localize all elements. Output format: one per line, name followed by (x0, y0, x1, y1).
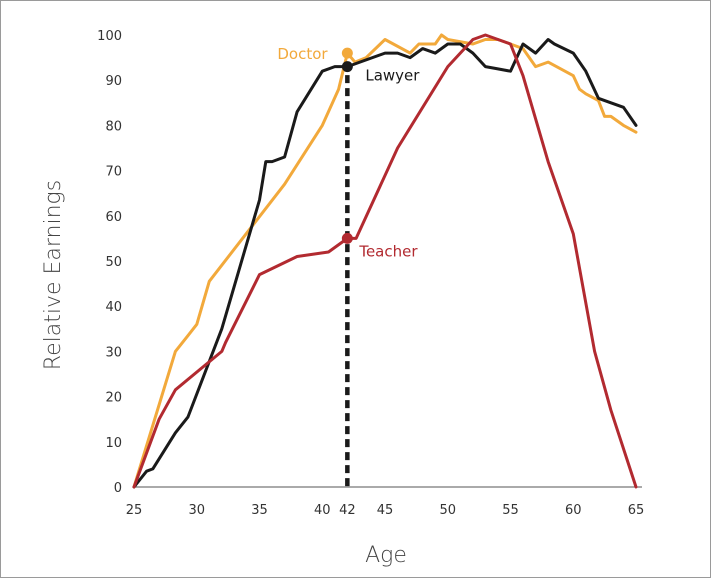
x-tick-label: 60 (565, 503, 582, 518)
x-tick-label: 30 (188, 503, 205, 518)
x-tick-label: 25 (126, 503, 143, 518)
y-tick-label: 0 (114, 481, 122, 496)
x-tick-label: 55 (502, 503, 519, 518)
x-tick-label: 45 (377, 503, 394, 518)
y-tick-label: 20 (105, 391, 122, 406)
y-tick-label: 80 (105, 119, 122, 134)
lawyer-marker (341, 61, 353, 73)
x-axis-title: Age (365, 543, 407, 568)
x-tick-label: 50 (439, 503, 456, 518)
teacher-series-line (132, 33, 638, 489)
y-tick-label: 40 (105, 300, 122, 315)
x-tick-label: 42 (339, 503, 356, 518)
doctor-marker (341, 47, 353, 59)
y-axis-title: Relative Earnings (41, 180, 66, 370)
y-tick-label: 100 (97, 29, 122, 44)
x-tick-label: 40 (314, 503, 331, 518)
lawyer-label: Lawyer (365, 67, 420, 85)
y-tick-label: 90 (105, 74, 122, 89)
teacher-label: Teacher (358, 242, 418, 260)
y-tick-label: 50 (105, 255, 122, 270)
x-tick-label: 65 (628, 503, 645, 518)
x-tick-label: 35 (251, 503, 268, 518)
doctor-label: Doctor (277, 45, 328, 63)
y-tick-label: 30 (105, 345, 122, 360)
y-tick-label: 10 (105, 436, 122, 451)
teacher-marker (341, 232, 353, 244)
lawyer-series-line (132, 38, 638, 489)
doctor-series-line (132, 33, 638, 489)
y-tick-label: 70 (105, 165, 122, 180)
y-tick-label: 60 (105, 210, 122, 225)
